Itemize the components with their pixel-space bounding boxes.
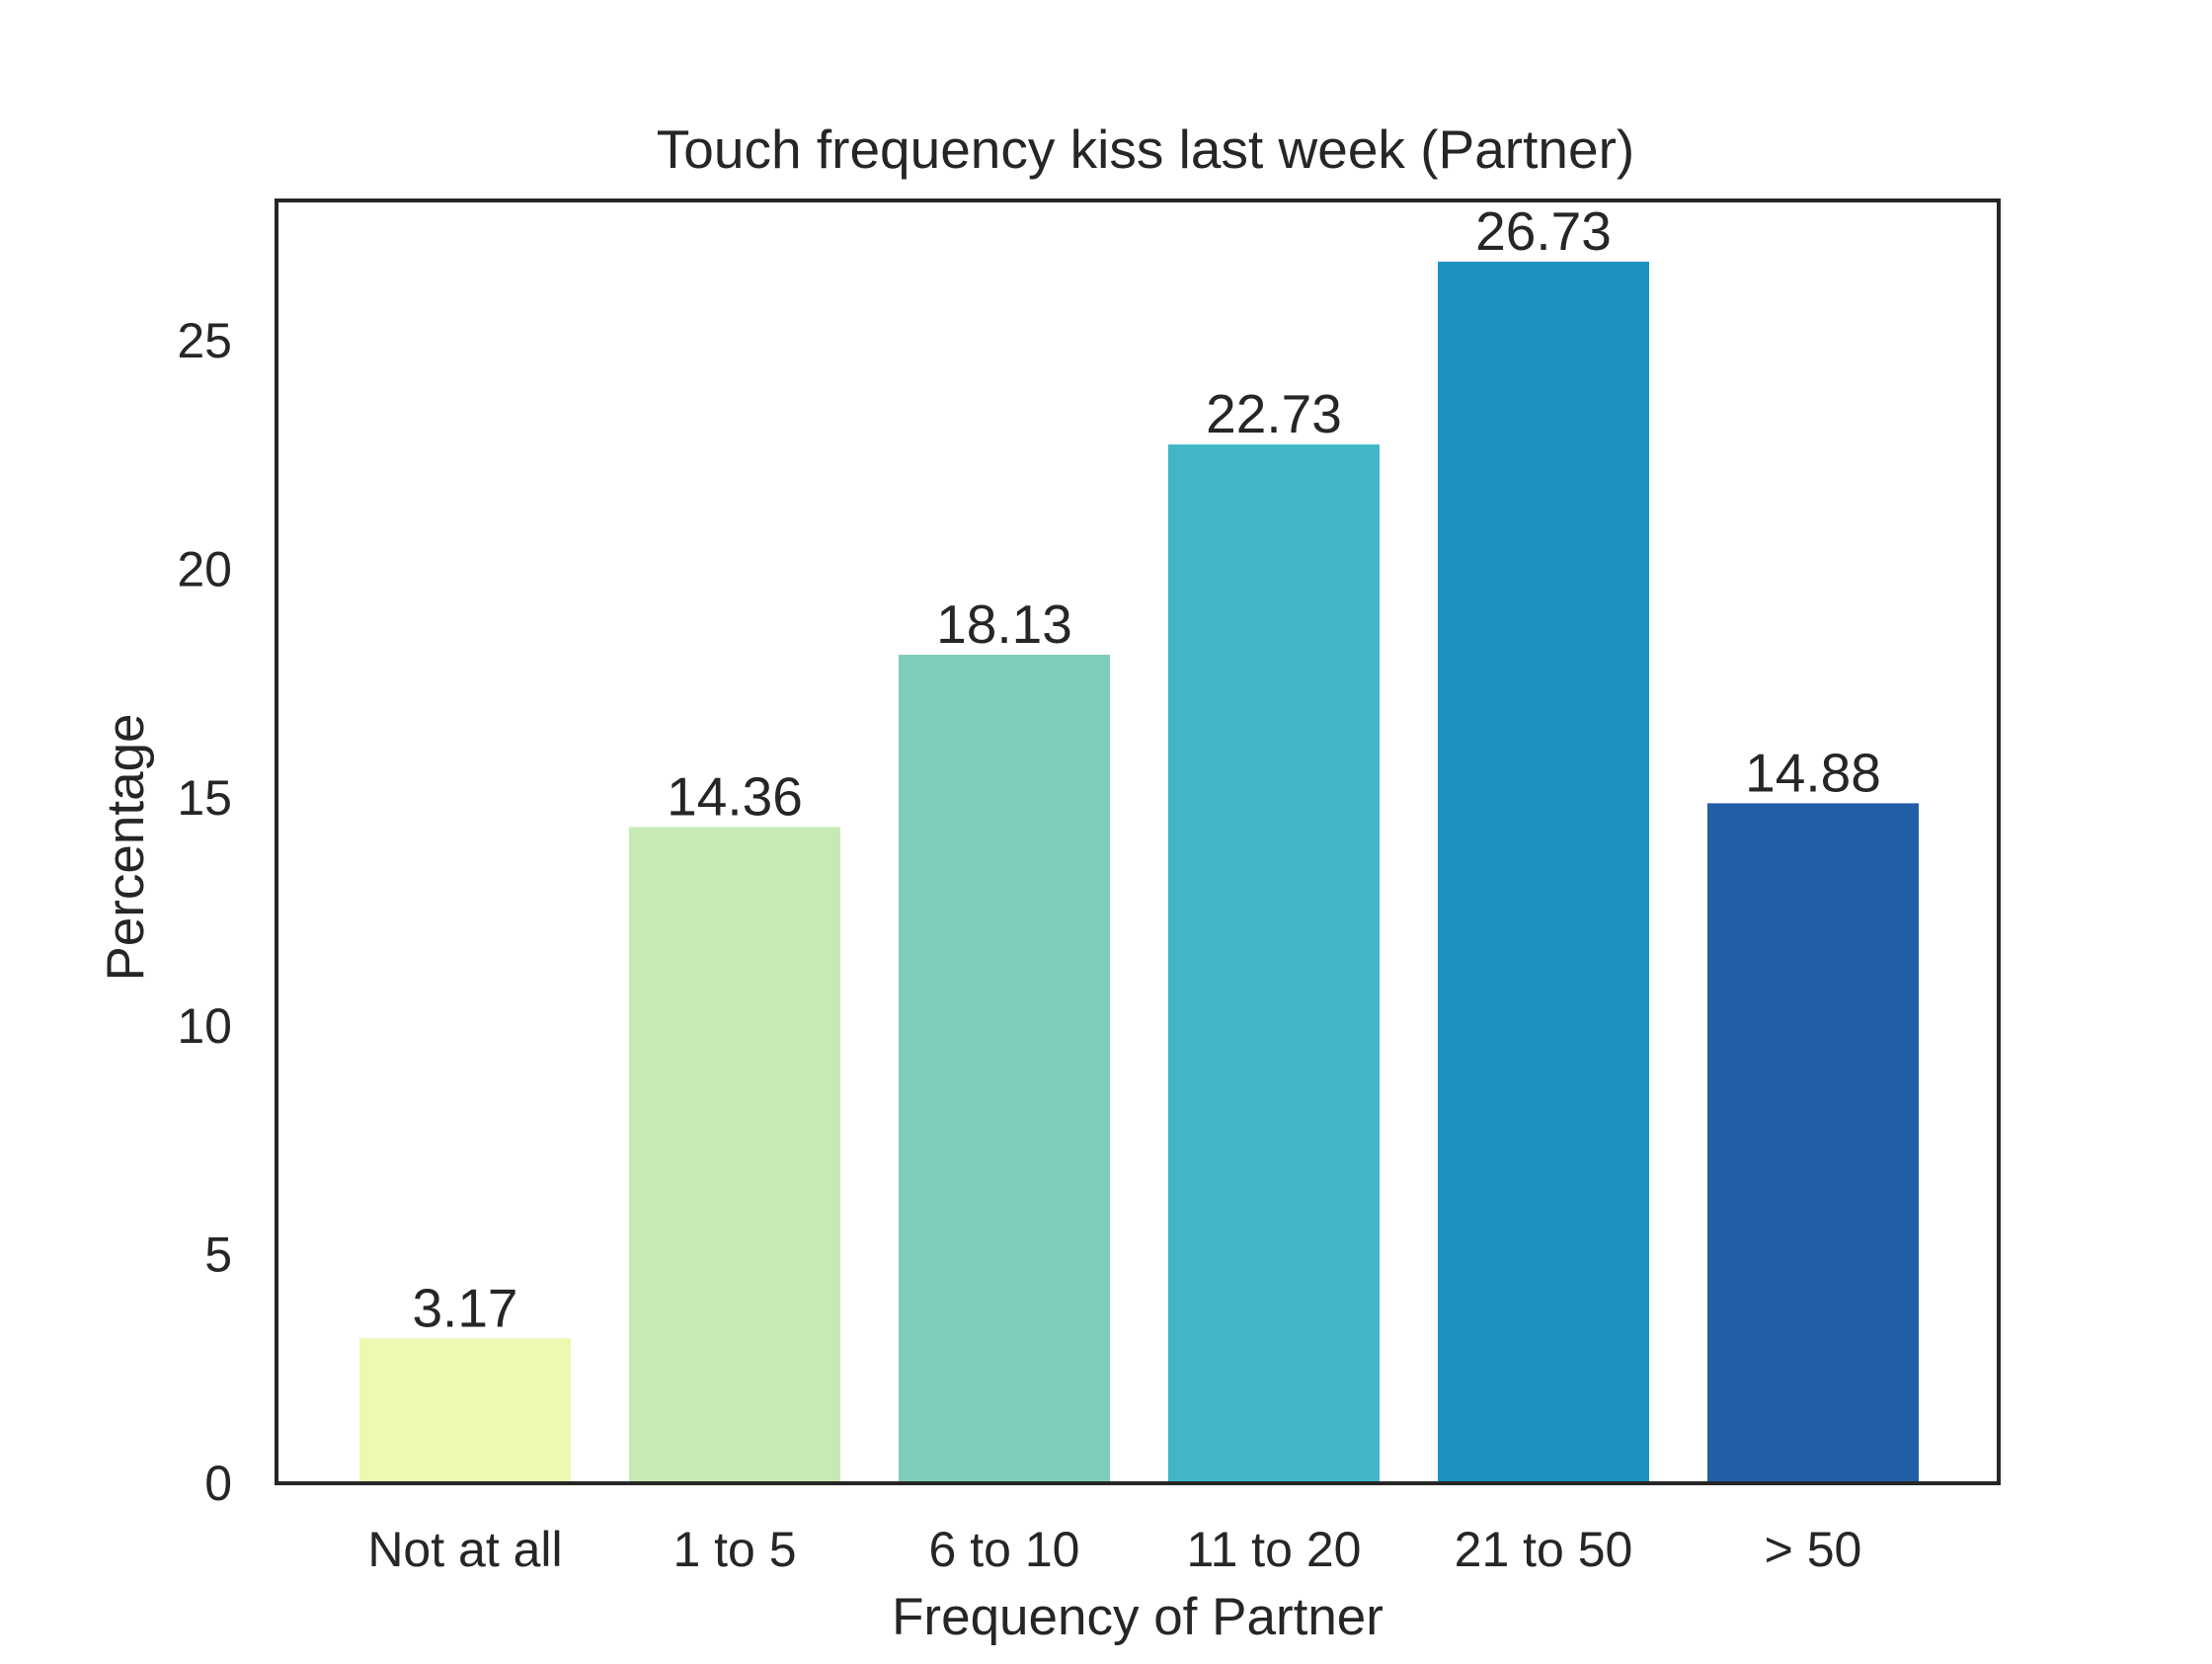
chart-title: Touch frequency kiss last week (Partner) bbox=[657, 119, 1634, 180]
x-axis-label: Frequency of Partner bbox=[892, 1588, 1383, 1646]
data-label-0: 3.17 bbox=[412, 1277, 517, 1338]
x-tick-label-1: 1 to 5 bbox=[672, 1522, 796, 1577]
y-tick-label-1: 5 bbox=[204, 1228, 232, 1283]
data-label-1: 14.36 bbox=[667, 765, 803, 827]
x-tick-label-0: Not at all bbox=[367, 1522, 562, 1577]
bar-4 bbox=[1438, 262, 1649, 1483]
data-label-3: 22.73 bbox=[1206, 383, 1342, 444]
x-tick-label-3: 11 to 20 bbox=[1186, 1522, 1361, 1577]
bar-2 bbox=[899, 654, 1110, 1483]
y-tick-label-4: 20 bbox=[177, 541, 232, 596]
y-tick-label-5: 25 bbox=[177, 313, 232, 368]
bar-0 bbox=[359, 1338, 571, 1483]
y-tick-label-0: 0 bbox=[204, 1456, 232, 1511]
y-tick-label-2: 10 bbox=[177, 998, 232, 1054]
bars-group: 3.17 14.36 18.13 22.73 26.73 14.88 bbox=[359, 200, 1919, 1483]
x-tick-label-5: > 50 bbox=[1765, 1522, 1862, 1577]
y-axis-ticks: 0 5 10 15 20 25 bbox=[177, 313, 232, 1511]
y-axis-label: Percentage bbox=[97, 713, 155, 981]
x-tick-label-2: 6 to 10 bbox=[929, 1522, 1080, 1577]
data-label-2: 18.13 bbox=[936, 594, 1072, 655]
x-axis-ticks: Not at all 1 to 5 6 to 10 11 to 20 21 to 50 >… bbox=[367, 1522, 1861, 1577]
bar-3 bbox=[1168, 444, 1380, 1483]
bar-5 bbox=[1707, 803, 1919, 1483]
data-label-4: 26.73 bbox=[1475, 200, 1612, 262]
plot-frame bbox=[275, 198, 2001, 1485]
y-tick-label-3: 15 bbox=[177, 770, 232, 826]
x-tick-label-4: 21 to 50 bbox=[1455, 1522, 1633, 1577]
data-label-5: 14.88 bbox=[1745, 742, 1881, 803]
bar-1 bbox=[629, 827, 840, 1483]
